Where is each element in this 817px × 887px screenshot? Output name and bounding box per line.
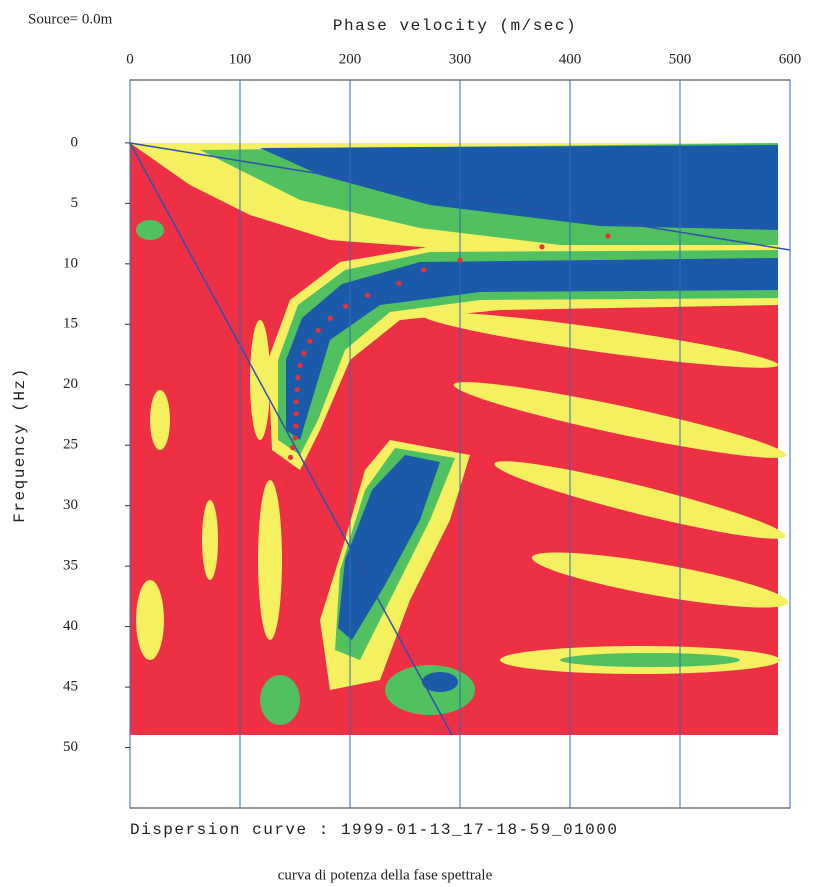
- x-tick-label: 400: [559, 51, 582, 67]
- point: [292, 435, 298, 441]
- y-tick-label: 10: [63, 255, 78, 271]
- y-tick-label: 0: [71, 134, 79, 150]
- point: [288, 454, 294, 460]
- y-tick-label: 35: [63, 558, 78, 574]
- subtitle: curva di potenza della fase spettrale: [278, 867, 493, 883]
- x-tick-label: 600: [779, 51, 802, 67]
- y-tick-label: 30: [63, 497, 78, 513]
- y-tick-label: 25: [63, 437, 78, 453]
- y-axis-title: Frequency (Hz): [11, 367, 29, 522]
- point: [307, 338, 313, 344]
- point: [293, 423, 299, 429]
- x-tick-label: 300: [449, 51, 472, 67]
- point: [396, 280, 402, 286]
- point: [301, 350, 307, 356]
- point: [539, 244, 545, 250]
- y-tick-label: 5: [71, 195, 79, 211]
- point: [327, 315, 333, 321]
- point: [294, 386, 300, 393]
- caption: Dispersion curve : 1999-01-13_17-18-59_0…: [130, 821, 618, 839]
- y-tick-label: 50: [63, 739, 78, 755]
- point: [605, 233, 611, 239]
- point: [284, 477, 290, 483]
- point: [295, 374, 301, 381]
- source-label: Source= 0.0m: [28, 11, 113, 27]
- y-tick-label: 45: [63, 679, 78, 695]
- point: [286, 466, 292, 472]
- y-tick-label: 40: [63, 618, 78, 634]
- point: [283, 482, 289, 488]
- x-tick-label: 0: [126, 51, 134, 67]
- x-tick-label: 200: [339, 51, 362, 67]
- x-tick-label: 100: [229, 51, 252, 67]
- point: [293, 411, 299, 417]
- spectral-image: [129, 142, 791, 736]
- point: [343, 303, 349, 309]
- y-tick-label: 15: [63, 316, 78, 332]
- x-axis-title: Phase velocity (m/sec): [333, 17, 577, 35]
- point: [293, 399, 299, 405]
- point: [421, 267, 427, 273]
- x-tick-label: 500: [669, 51, 692, 67]
- point: [457, 257, 463, 263]
- y-tick-label: 20: [63, 376, 78, 392]
- point: [297, 362, 303, 368]
- point: [365, 292, 371, 298]
- point: [315, 327, 321, 333]
- point: [290, 445, 296, 451]
